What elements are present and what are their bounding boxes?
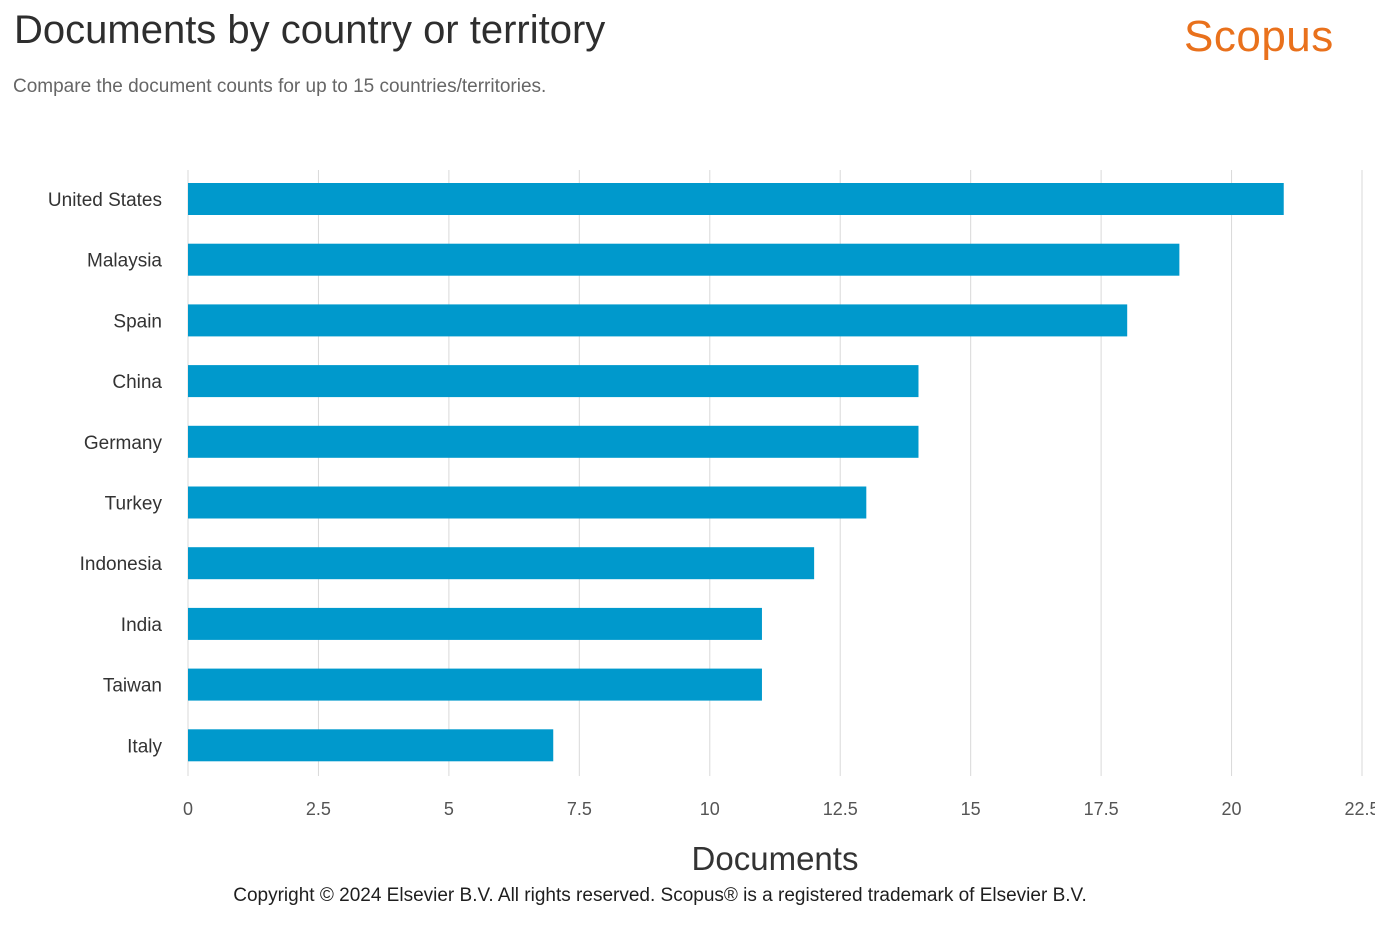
bar[interactable] [188,183,1284,215]
bar-chart: United States Malaysia Spain China Germany Tu… [48,170,1375,877]
bar[interactable] [188,668,762,701]
chart-title: Documents by country or territory [14,8,606,52]
bar[interactable] [188,243,1180,276]
category-label: Taiwan [103,676,162,697]
x-tick-label: 15 [961,799,981,819]
x-tick-label: 0 [183,799,193,819]
category-label: Italy [127,736,162,757]
scopus-logo: Scopus [1184,12,1334,61]
x-tick-label: 10 [700,799,720,819]
x-tick-label: 12.5 [823,799,858,819]
bar[interactable] [188,547,815,580]
category-label: United States [48,190,162,211]
category-label: Spain [113,311,162,332]
bar[interactable] [188,607,762,640]
category-label: China [112,372,162,393]
x-tick-label: 20 [1222,799,1242,819]
copyright-notice: Copyright © 2024 Elsevier B.V. All right… [233,885,1087,906]
x-tick-label: 22.5 [1344,799,1375,819]
x-tick-labels: 0 2.5 5 7.5 10 12.5 15 17.5 20 22.5 [183,799,1375,819]
x-axis-title: Documents [692,840,859,877]
category-label: Turkey [105,494,163,515]
category-label: Indonesia [80,554,163,575]
x-tick-label: 5 [444,799,454,819]
category-labels: United States Malaysia Spain China Germany Tu… [48,190,163,757]
bar[interactable] [188,365,919,398]
x-tick-label: 2.5 [306,799,331,819]
bar[interactable] [188,486,867,519]
category-label: Malaysia [87,251,162,272]
x-tick-label: 17.5 [1084,799,1119,819]
bar[interactable] [188,425,919,458]
x-tick-label: 7.5 [567,799,592,819]
category-label: Germany [84,433,163,454]
bar[interactable] [188,729,554,762]
category-label: India [121,615,163,636]
bars [188,183,1284,762]
chart-subtitle: Compare the document counts for up to 15… [13,76,547,97]
bar[interactable] [188,304,1128,337]
